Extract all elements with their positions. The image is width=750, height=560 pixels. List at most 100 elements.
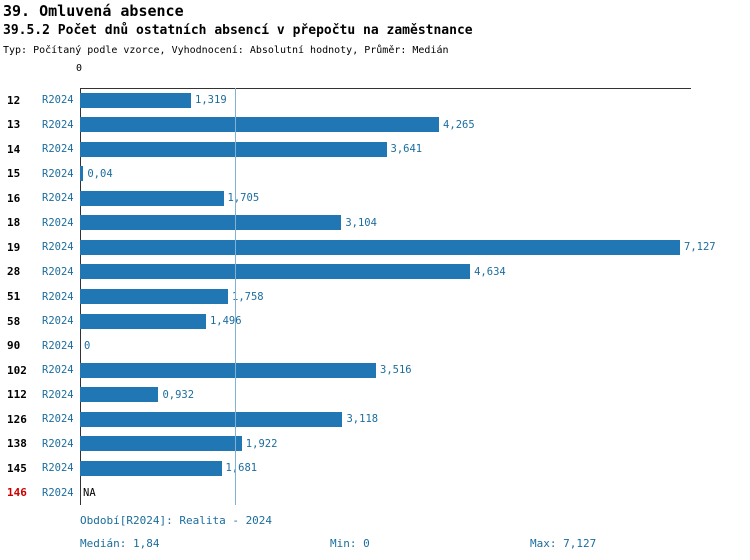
bar-value-label: 0,04 (87, 167, 113, 180)
bar-area: 0,04 (80, 162, 113, 187)
bar-value-label: 0,932 (162, 388, 195, 401)
bar-value-label: 4,634 (474, 265, 506, 278)
chart-row: 126 R2024 3,118 (0, 407, 750, 432)
chart-row: 28 R2024 4,634 (0, 260, 750, 285)
chart-row: 102 R2024 3,516 (0, 358, 750, 383)
row-id: 90 (7, 339, 21, 353)
row-series-label: R2024 (42, 265, 74, 278)
bar-value-label: NA (83, 486, 96, 499)
bar (80, 362, 376, 378)
chart-row: 145 R2024 1,681 (0, 456, 750, 481)
row-id: 13 (7, 118, 21, 132)
row-id: 28 (7, 265, 21, 279)
chart-row: 12 R2024 1,319 (0, 88, 750, 113)
chart-row: 138 R2024 1,922 (0, 431, 750, 456)
bar-value-label: 1,758 (232, 290, 264, 303)
chart-row: 146 R2024 NA (0, 481, 750, 506)
chart-row: 58 R2024 1,496 (0, 309, 750, 334)
bar (80, 436, 242, 452)
bar (80, 460, 222, 476)
row-series-label: R2024 (42, 167, 74, 180)
row-id: 19 (7, 240, 21, 254)
median-line (234, 88, 236, 505)
row-series-label: R2024 (42, 241, 74, 254)
footer-period: Období[R2024]: Realita - 2024 (80, 514, 273, 527)
row-id: 58 (7, 314, 21, 328)
row-series-label: R2024 (42, 413, 74, 426)
bar (80, 387, 159, 403)
chart-row: 13 R2024 4,265 (0, 113, 750, 138)
chart-title: 39. Omluvená absence (3, 2, 184, 20)
row-id: 18 (7, 216, 21, 230)
bar (80, 411, 343, 427)
footer-stats: Medián: 1,84 Min: 0 Max: 7,127 (80, 537, 596, 550)
bar (80, 190, 224, 206)
bar-area: 1,922 (80, 431, 277, 456)
row-id: 145 (7, 461, 27, 475)
row-series-label: R2024 (42, 364, 74, 377)
bar-rows: 12 R2024 1,319 13 R2024 4,265 14 R2024 3,641 15 R2… (0, 88, 750, 505)
bar (80, 313, 206, 329)
chart-row: 15 R2024 0,04 (0, 162, 750, 187)
bar-value-label: 4,265 (443, 118, 475, 131)
row-series-label: R2024 (42, 143, 74, 156)
bar-value-label: 3,641 (390, 143, 423, 156)
bar-value-label: 1,681 (225, 462, 258, 475)
row-series-label: R2024 (42, 216, 74, 229)
bar-area: NA (80, 481, 96, 506)
bar-area: 3,118 (80, 407, 378, 432)
row-id: 14 (7, 142, 21, 156)
bar-value-label: 3,516 (380, 364, 412, 377)
footer-min: Min: 0 (330, 537, 370, 550)
bar-value-label: 1,922 (245, 437, 278, 450)
chart-row: 14 R2024 3,641 (0, 137, 750, 162)
chart-row: 51 R2024 1,758 (0, 284, 750, 309)
bar (80, 264, 471, 280)
x-axis-zero-label: 0 (75, 63, 82, 74)
bar-area: 7,127 (80, 235, 716, 260)
chart-row: 18 R2024 3,104 (0, 211, 750, 236)
row-series-label: R2024 (42, 290, 74, 303)
bar-area: 1,496 (80, 309, 242, 334)
row-series-label: R2024 (42, 462, 74, 475)
chart-subtitle: 39.5.2 Počet dnů ostatních absencí v pře… (3, 23, 473, 38)
bar-value-label: 1,705 (227, 192, 260, 205)
row-series-label: R2024 (42, 315, 74, 328)
chart-row: 112 R2024 0,932 (0, 382, 750, 407)
bar-area: 4,265 (80, 113, 475, 138)
row-series-label: R2024 (42, 118, 74, 131)
row-id: 12 (7, 93, 21, 107)
bar-value-label: 3,104 (345, 216, 377, 229)
row-id: 102 (7, 363, 27, 377)
bar (80, 215, 342, 231)
chart-meta-info: Typ: Počítaný podle vzorce, Vyhodnocení:… (3, 45, 449, 56)
row-series-label: R2024 (42, 388, 74, 401)
bar-area: 1,758 (80, 284, 264, 309)
bar-value-label: 1,319 (195, 94, 227, 107)
row-series-label: R2024 (42, 486, 74, 499)
chart-row: 90 R2024 0 (0, 333, 750, 358)
bar-area: 3,641 (80, 137, 422, 162)
bar (80, 92, 192, 108)
footer-median: Medián: 1,84 (80, 537, 160, 550)
bar-area: 3,104 (80, 211, 377, 236)
bar-area: 3,516 (80, 358, 412, 383)
bar-value-label: 0 (84, 339, 91, 352)
bar-area: 1,319 (80, 88, 227, 113)
row-series-label: R2024 (42, 94, 74, 107)
row-id: 51 (7, 290, 21, 304)
bar (80, 117, 440, 133)
footer-max: Max: 7,127 (530, 537, 597, 550)
row-series-label: R2024 (42, 437, 74, 450)
row-id: 112 (7, 388, 27, 402)
row-id: 146 (7, 486, 27, 500)
bar-area: 4,634 (80, 260, 506, 285)
bar-area: 0,932 (80, 382, 194, 407)
row-series-label: R2024 (42, 192, 74, 205)
bar-area: 1,681 (80, 456, 257, 481)
bar (80, 166, 84, 182)
bar (80, 141, 387, 157)
bar-value-label: 3,118 (346, 413, 379, 426)
row-id: 15 (7, 167, 21, 181)
row-series-label: R2024 (42, 339, 74, 352)
